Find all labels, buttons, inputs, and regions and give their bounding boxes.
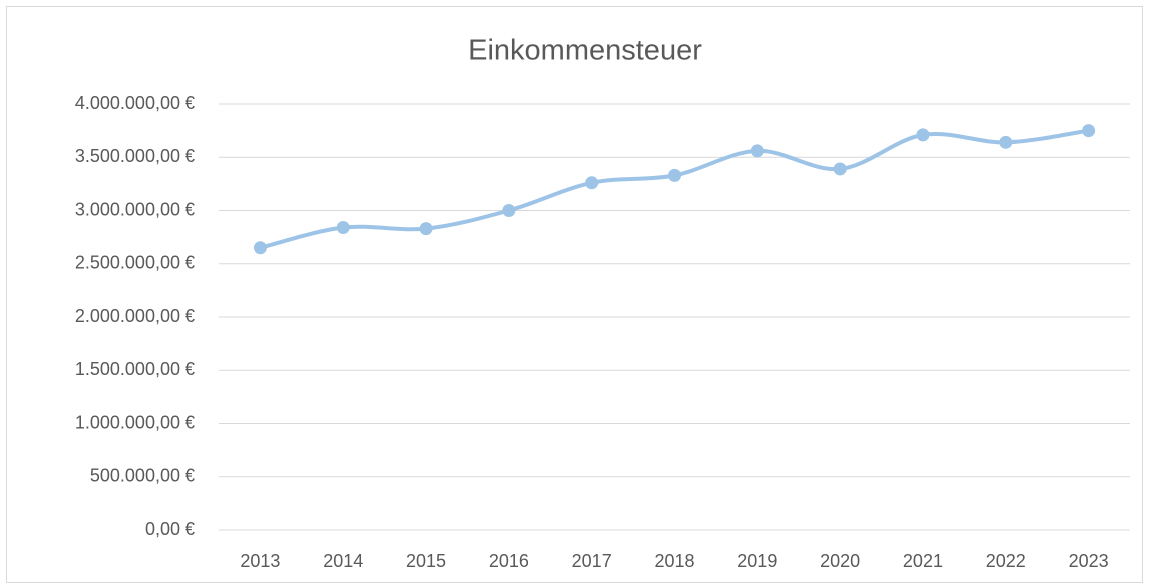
x-tick-label: 2018 [654, 551, 694, 571]
data-point [502, 204, 516, 217]
chart-frame [6, 6, 1143, 583]
x-tick-label: 2015 [406, 551, 446, 571]
data-point [916, 128, 930, 142]
y-tick-label: 3.500.000,00 € [75, 146, 195, 166]
x-tick-label: 2013 [240, 551, 280, 571]
x-tick-label: 2023 [1069, 551, 1109, 571]
x-tick-label: 2022 [986, 551, 1026, 571]
x-tick-label: 2017 [572, 551, 612, 571]
y-tick-label: 500.000,00 € [90, 466, 195, 486]
x-tick-label: 2020 [820, 551, 860, 571]
data-point [999, 135, 1013, 149]
y-tick-label: 1.500.000,00 € [75, 359, 195, 379]
data-point [833, 162, 847, 176]
x-tick-label: 2016 [489, 551, 529, 571]
x-tick-label: 2021 [903, 551, 943, 571]
y-tick-label: 2.500.000,00 € [75, 253, 195, 273]
data-point [253, 241, 267, 255]
chart-title: Einkommensteuer [468, 35, 702, 67]
data-point [668, 168, 681, 182]
y-tick-label: 0,00 € [145, 519, 195, 539]
data-point [585, 176, 599, 190]
x-tick-label: 2019 [737, 551, 777, 571]
y-tick-label: 4.000.000,00 € [75, 93, 195, 113]
y-tick-label: 1.000.000,00 € [75, 412, 195, 432]
data-point [750, 144, 764, 158]
data-point [419, 222, 433, 236]
data-point [1082, 124, 1096, 138]
data-point [336, 221, 350, 235]
y-tick-label: 2.000.000,00 € [75, 306, 195, 326]
y-tick-label: 3.000.000,00 € [75, 199, 195, 219]
x-tick-label: 2014 [323, 551, 363, 571]
